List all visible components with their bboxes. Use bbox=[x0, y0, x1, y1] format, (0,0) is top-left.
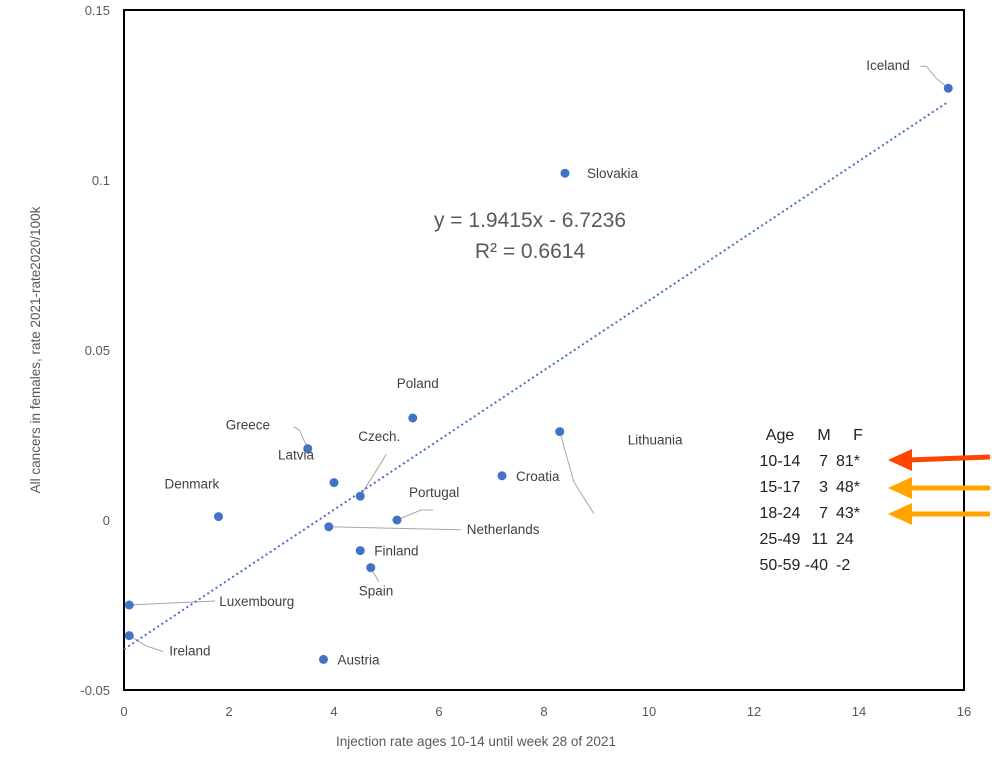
data-point-label: Slovakia bbox=[587, 166, 639, 181]
data-point-label: Denmark bbox=[165, 477, 220, 492]
age-table-cell: 25-49 bbox=[760, 531, 801, 548]
arrow bbox=[888, 477, 990, 499]
data-point bbox=[319, 654, 328, 664]
age-table-cell: 11 bbox=[811, 531, 828, 548]
y-tick-label: 0.15 bbox=[85, 3, 110, 18]
age-table-header: Age bbox=[766, 427, 795, 444]
x-tick-label: 16 bbox=[957, 704, 971, 719]
data-point-label: Finland bbox=[374, 544, 418, 559]
trend-r-squared: R² = 0.6614 bbox=[475, 240, 586, 263]
arrows bbox=[888, 449, 991, 525]
age-table-cell: -2 bbox=[836, 557, 850, 574]
age-table-cell: 43* bbox=[836, 505, 860, 522]
leader-line bbox=[396, 509, 433, 521]
data-point-label: Poland bbox=[397, 376, 439, 391]
x-tick-label: 8 bbox=[540, 704, 547, 719]
leader-line bbox=[129, 600, 216, 606]
leader-line bbox=[559, 431, 595, 514]
data-point-label: Lithuania bbox=[628, 433, 683, 448]
data-point bbox=[555, 427, 565, 437]
y-tick-label: -0.05 bbox=[80, 683, 110, 698]
data-point bbox=[124, 600, 134, 610]
age-table-cell: 24 bbox=[836, 531, 854, 548]
data-point bbox=[408, 413, 418, 423]
arrow bbox=[888, 449, 991, 471]
leader-line bbox=[328, 526, 461, 531]
x-tick-label: 2 bbox=[225, 704, 232, 719]
data-point bbox=[324, 522, 334, 532]
y-tick-label: 0 bbox=[103, 513, 110, 528]
y-axis-title: All cancers in females, rate 2021-rate20… bbox=[28, 206, 43, 493]
data-point bbox=[303, 444, 313, 454]
arrow-head bbox=[888, 477, 912, 499]
leader-line bbox=[128, 635, 164, 653]
data-point bbox=[355, 491, 365, 501]
data-point bbox=[560, 168, 570, 178]
x-tick-label: 14 bbox=[852, 704, 866, 719]
age-table-cell: 7 bbox=[819, 453, 828, 470]
y-tick-label: 0.05 bbox=[85, 343, 110, 358]
data-point-label: Greece bbox=[226, 418, 270, 433]
data-point-label: Austria bbox=[338, 652, 381, 667]
data-point bbox=[943, 83, 953, 93]
leader-lines bbox=[128, 65, 949, 653]
data-point-label: Ireland bbox=[169, 644, 210, 659]
arrow bbox=[888, 503, 990, 525]
data-point bbox=[497, 471, 507, 481]
leader-line bbox=[359, 453, 387, 497]
y-tick-labels: -0.05 0 0.05 0.1 0.15 bbox=[80, 3, 110, 698]
age-table-cell: -40 bbox=[805, 557, 828, 574]
data-point-label: Iceland bbox=[866, 58, 910, 73]
age-table-header: F bbox=[853, 427, 863, 444]
data-point-label: Netherlands bbox=[467, 522, 540, 537]
x-tick-label: 0 bbox=[120, 704, 127, 719]
data-point bbox=[366, 563, 376, 573]
data-point bbox=[392, 515, 402, 525]
age-table-cell: 81* bbox=[836, 453, 860, 470]
age-table-cell: 48* bbox=[836, 479, 860, 496]
age-table: Age M F 10-14 7 81* 15-17 3 48* 18-24 7 43* 25-49 11 2… bbox=[760, 427, 864, 574]
age-table-cell: 15-17 bbox=[760, 479, 801, 496]
age-table-cell: 7 bbox=[819, 505, 828, 522]
x-tick-label: 10 bbox=[642, 704, 656, 719]
data-point-label: Spain bbox=[359, 584, 394, 599]
age-table-header: M bbox=[817, 427, 830, 444]
data-point bbox=[329, 478, 339, 488]
x-tick-label: 6 bbox=[435, 704, 442, 719]
arrow-shaft bbox=[907, 454, 991, 463]
data-point-label: Portugal bbox=[409, 485, 459, 500]
x-tick-label: 4 bbox=[330, 704, 337, 719]
data-point-label: Croatia bbox=[516, 469, 560, 484]
age-table-cell: 18-24 bbox=[760, 505, 801, 522]
age-table-cell: 50-59 bbox=[760, 557, 801, 574]
data-point-label: Latvia bbox=[278, 448, 315, 463]
arrow-head bbox=[888, 503, 912, 525]
x-tick-label: 12 bbox=[747, 704, 761, 719]
leader-line bbox=[293, 426, 309, 449]
point-labels: Iceland Slovakia Poland Lithuania Greece Latv… bbox=[165, 58, 910, 667]
y-tick-label: 0.1 bbox=[92, 173, 110, 188]
data-point bbox=[355, 546, 365, 556]
data-point-label: Czech. bbox=[358, 429, 400, 444]
age-table-cell: 10-14 bbox=[760, 453, 801, 470]
x-axis-title: Injection rate ages 10-14 until week 28 … bbox=[336, 734, 616, 749]
data-point bbox=[124, 631, 134, 641]
trend-equation: y = 1.9415x - 6.7236 bbox=[434, 209, 626, 232]
age-table-cell: 3 bbox=[819, 479, 828, 496]
data-point-label: Luxembourg bbox=[219, 594, 294, 609]
x-tick-labels: 0 2 4 6 8 10 12 14 16 bbox=[120, 704, 971, 719]
plot-area bbox=[123, 9, 965, 691]
arrow-head bbox=[888, 449, 912, 471]
data-point bbox=[214, 512, 223, 522]
data-points bbox=[124, 83, 953, 664]
leader-line bbox=[920, 65, 949, 89]
